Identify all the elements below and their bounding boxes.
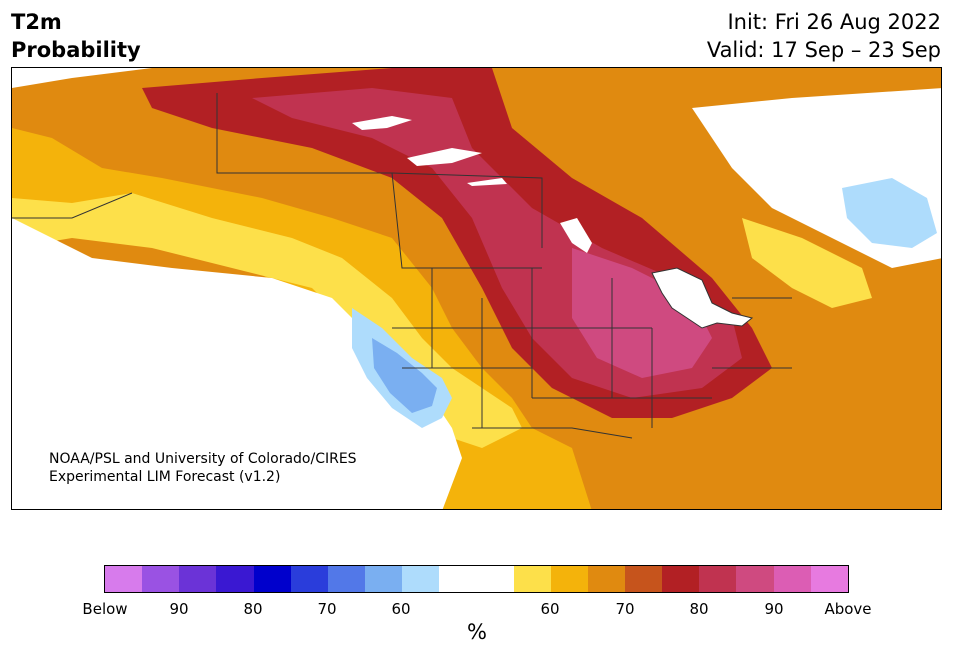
colorbar-segment [810, 566, 848, 592]
colorbar-unit: % [467, 620, 487, 644]
colorbar-tick: 70 [615, 600, 635, 618]
colorbar-segment [253, 566, 291, 592]
colorbar-segment [773, 566, 811, 592]
colorbar-tick: 80 [243, 600, 263, 618]
colorbar-segment [513, 566, 551, 592]
boundary-lines [12, 93, 792, 439]
colorbar-segment [216, 566, 254, 592]
colorbar-tick: 80 [689, 600, 709, 618]
title-line-2: Probability [11, 38, 141, 62]
colorbar-segment [105, 566, 143, 592]
colorbar-segment [290, 566, 328, 592]
colorbar-tick: 60 [540, 600, 560, 618]
credit-line-1: NOAA/PSL and University of Colorado/CIRE… [49, 451, 357, 467]
credit-text: NOAA/PSL and University of Colorado/CIRE… [49, 450, 357, 486]
region-yellow-northeast [742, 218, 872, 308]
colorbar-tick: Below [82, 600, 128, 618]
colorbar-segment [736, 566, 774, 592]
map-title: T2m Probability [11, 8, 141, 64]
colorbar-tick: 90 [169, 600, 189, 618]
colorbar-segment [402, 566, 440, 592]
colorbar-segment [699, 566, 737, 592]
forecast-dates: Init: Fri 26 Aug 2022 Valid: 17 Sep – 23… [707, 8, 941, 64]
credit-line-2: Experimental LIM Forecast (v1.2) [49, 469, 281, 485]
region-lightblue-northeast [842, 178, 937, 248]
lake-2 [407, 148, 482, 166]
colorbar-segment [142, 566, 180, 592]
colorbar-segment [550, 566, 588, 592]
forecast-map [11, 67, 942, 510]
colorbar-tick: 90 [764, 600, 784, 618]
colorbar-segment [476, 566, 514, 592]
lake-4 [560, 218, 592, 253]
colorbar-segment [587, 566, 625, 592]
colorbar-segment [179, 566, 217, 592]
colorbar-segment [439, 566, 477, 592]
colorbar-segment [624, 566, 663, 592]
title-line-1: T2m [11, 10, 62, 34]
colorbar-segment [327, 566, 365, 592]
valid-range: Valid: 17 Sep – 23 Sep [706, 38, 941, 62]
colorbar-tick: Above [824, 600, 872, 618]
colorbar-segment [364, 566, 403, 592]
colorbar-segment [662, 566, 700, 592]
lake-1 [352, 116, 412, 130]
colorbar-tick: 70 [317, 600, 337, 618]
region-blue-west [372, 338, 437, 413]
region-neutral-west [12, 218, 462, 509]
map-svg [12, 68, 941, 509]
colorbar [104, 565, 849, 593]
lake-3 [467, 178, 507, 186]
colorbar-tick: 60 [391, 600, 411, 618]
great-lakes [651, 267, 754, 329]
region-pink-core [572, 248, 712, 378]
init-date: Init: Fri 26 Aug 2022 [727, 10, 941, 34]
